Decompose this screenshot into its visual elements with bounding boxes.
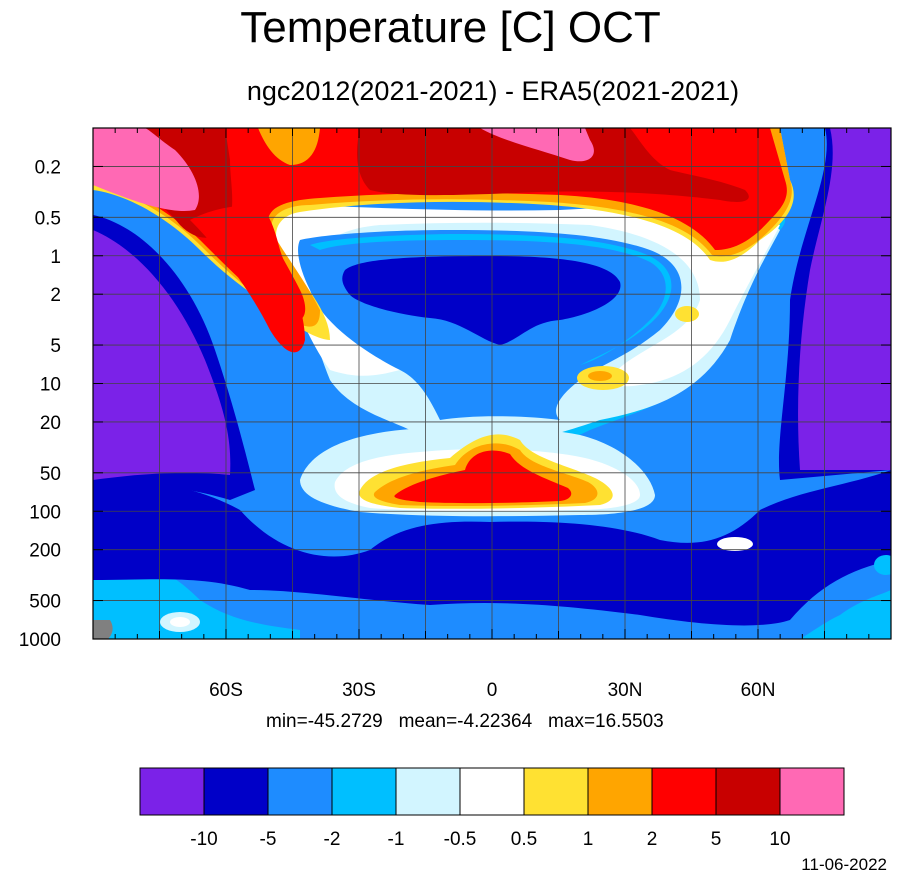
x-tick-label: 60S bbox=[209, 680, 243, 701]
colorbar-swatch bbox=[139, 767, 205, 816]
colorbar-swatch bbox=[587, 767, 653, 816]
y-tick-label: 2 bbox=[50, 285, 61, 306]
colorbar bbox=[139, 767, 845, 816]
missing-region bbox=[93, 620, 113, 639]
colorbar-label: -0.5 bbox=[444, 829, 477, 850]
y-tick-label: 0.2 bbox=[35, 157, 61, 178]
x-tick-label: 30N bbox=[608, 680, 643, 701]
colorbar-label: -1 bbox=[388, 829, 405, 850]
colorbar-swatch bbox=[395, 767, 461, 816]
colorbar-label: 10 bbox=[769, 829, 790, 850]
contour-blob-deepskyblue-70n-300hpa bbox=[874, 555, 891, 575]
colorbar-swatch bbox=[331, 767, 397, 816]
contour-band-red-lower-tropics bbox=[394, 450, 572, 504]
colorbar-swatch bbox=[651, 767, 717, 816]
y-tick-label: 1000 bbox=[19, 630, 61, 651]
y-tick-label: 200 bbox=[29, 541, 61, 562]
contour-band-purple-south bbox=[93, 230, 231, 480]
date-stamp: 11-06-2022 bbox=[801, 855, 887, 874]
x-axis-labels: 60S 30S 0 30N 60N bbox=[209, 680, 775, 701]
colorbar-swatch bbox=[715, 767, 781, 816]
y-tick-label: 20 bbox=[40, 413, 61, 434]
x-tick-label: 0 bbox=[487, 680, 498, 701]
y-tick-label: 500 bbox=[29, 592, 61, 613]
contour-blob-white-60n-200hpa bbox=[717, 537, 753, 551]
stat-max: max=16.5503 bbox=[548, 711, 664, 732]
colorbar-swatch bbox=[267, 767, 333, 816]
colorbar-label: -2 bbox=[324, 829, 341, 850]
y-axis-labels: 0.2 0.5 1 2 5 10 20 50 100 200 500 1000 bbox=[19, 157, 61, 651]
contour-blob-yellow-north-5hpa bbox=[675, 306, 699, 322]
stat-mean: mean=-4.22364 bbox=[398, 711, 533, 732]
colorbar-label: 2 bbox=[647, 829, 658, 850]
y-tick-label: 1 bbox=[50, 247, 61, 268]
y-tick-label: 100 bbox=[29, 502, 61, 523]
y-tick-label: 10 bbox=[40, 375, 61, 396]
x-tick-label: 30S bbox=[342, 680, 376, 701]
contour-band-purple-north bbox=[798, 128, 891, 470]
contour-band-darkred-tropical-upper bbox=[357, 128, 749, 202]
contour-band-orange-south-cap bbox=[258, 128, 320, 165]
y-tick-label: 0.5 bbox=[35, 208, 61, 229]
colorbar-label: 5 bbox=[711, 829, 722, 850]
colorbar-labels: -10 -5 -2 -1 -0.5 0.5 1 2 5 10 bbox=[190, 829, 790, 850]
contour-band-deepskyblue-surface-right bbox=[800, 590, 891, 639]
colorbar-swatch bbox=[459, 767, 525, 816]
axis-ticks bbox=[93, 128, 891, 640]
contour-blob-orange-north-10hpa bbox=[588, 371, 612, 381]
colorbar-label: 1 bbox=[583, 829, 594, 850]
stats-line: min=-45.2729 mean=-4.22364 max=16.5503 bbox=[266, 710, 664, 734]
colorbar-swatch bbox=[779, 767, 845, 816]
colorbar-label: 0.5 bbox=[511, 829, 537, 850]
chart-subtitle: ngc2012(2021-2021) - ERA5(2021-2021) bbox=[246, 76, 740, 106]
contour-blob-white-60s-800hpa bbox=[170, 617, 190, 627]
stat-min: min=-45.2729 bbox=[266, 711, 383, 732]
x-tick-label: 60N bbox=[741, 680, 776, 701]
colorbar-label: -5 bbox=[260, 829, 277, 850]
contour-field bbox=[93, 128, 891, 639]
colorbar-swatch bbox=[203, 767, 269, 816]
contour-band-pink-tropical bbox=[480, 128, 594, 162]
colorbar-label: -10 bbox=[190, 829, 217, 850]
chart-title: Temperature [C] OCT bbox=[240, 3, 661, 52]
contour-band-pink-south bbox=[93, 128, 199, 211]
contour-band-darkblue-tropical-core bbox=[342, 256, 621, 345]
y-tick-label: 5 bbox=[50, 336, 61, 357]
y-tick-label: 50 bbox=[40, 464, 61, 485]
colorbar-swatch bbox=[523, 767, 589, 816]
contour-band-red-south-column bbox=[190, 205, 305, 353]
